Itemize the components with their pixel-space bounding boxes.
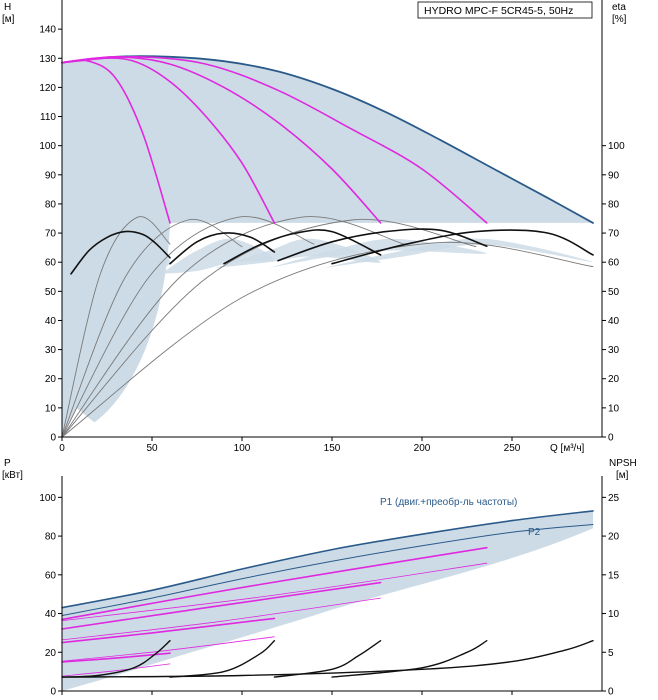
q-tick-label: 50: [146, 443, 158, 454]
head-left-tick-label: 40: [45, 316, 57, 327]
eta-right-tick-label: 40: [608, 316, 620, 327]
q-tick-label: 100: [234, 443, 251, 454]
head-left-tick-label: 20: [45, 374, 57, 385]
head-left-tick-label: 110: [40, 112, 56, 123]
eta-right-tick-label: 80: [608, 199, 620, 210]
npsh-right-tick-label: 10: [608, 609, 620, 620]
chart-title: HYDRO MPC-F 5CR45-5, 50Hz: [424, 5, 573, 17]
power-axis-unit: [кВт]: [2, 470, 23, 481]
eta-right-tick-label: 30: [608, 345, 620, 356]
eta-right-tick-label: 100: [608, 141, 625, 152]
head-left-tick-label: 0: [50, 433, 56, 444]
efficiency-curve-5: [331, 229, 594, 265]
eta-right-tick-label: 50: [608, 287, 620, 298]
eta-right-tick-label: 0: [608, 433, 614, 444]
q-tick-label: 200: [414, 443, 431, 454]
q-tick-label: 0: [59, 443, 65, 454]
head-left-tick-label: 10: [45, 403, 57, 414]
eta-right-tick-label: 60: [608, 258, 620, 269]
head-left-tick-label: 70: [45, 229, 57, 240]
pump-power-curve-1: [61, 652, 171, 663]
head-axis-unit: [м]: [2, 14, 15, 25]
curves: [61, 55, 594, 678]
eta-right-tick-label: 90: [608, 170, 620, 181]
npsh-right-tick-label: 25: [608, 493, 620, 504]
npsh-right-tick-label: 15: [608, 570, 620, 581]
eta-axis-unit: [%]: [612, 14, 627, 25]
efficiency-curve-3: [223, 229, 382, 265]
power-left-tick-label: 60: [45, 570, 57, 581]
head-left-tick-label: 140: [39, 25, 56, 36]
head-left-tick-label: 100: [39, 141, 56, 152]
power-left-tick-label: 40: [45, 609, 57, 620]
power-left-tick-label: 100: [39, 493, 56, 504]
npsh-axis-unit: [м]: [616, 470, 629, 481]
eta-right-tick-label: 70: [608, 229, 620, 240]
pump-power-curve-4: [61, 546, 488, 621]
q-tick-label: 250: [504, 443, 521, 454]
operating-bands: [62, 56, 593, 691]
npsh-axis-label: NPSH: [609, 458, 637, 469]
q-tick-label: 150: [324, 443, 341, 454]
p2-curve: [61, 524, 594, 616]
npsh-right-tick-label: 0: [608, 687, 614, 698]
head-curve-4: [61, 55, 488, 224]
thin-power-curve-2: [61, 636, 275, 662]
efficiency-curve-2: [169, 232, 276, 265]
head-axis-label: H: [4, 2, 11, 13]
power-left-tick-label: 0: [50, 687, 56, 698]
power-left-tick-label: 20: [45, 648, 57, 659]
axes: 0102030405060708090100110120130140010203…: [39, 0, 625, 698]
eta-axis-label: eta: [612, 2, 626, 13]
npsh-curve-2: [169, 640, 276, 678]
q-axis-label: Q [м³/ч]: [550, 443, 585, 454]
p2-series-label: P2: [528, 527, 541, 538]
thin-efficiency-curve-4: [61, 216, 405, 438]
thin-efficiency-curve-6: [61, 241, 594, 438]
npsh-curve-5: [61, 640, 594, 678]
efficiency-band-5: [323, 238, 593, 268]
npsh-right-tick-label: 5: [608, 648, 614, 659]
efficiency-curve-1: [70, 230, 171, 275]
head-left-tick-label: 50: [45, 287, 57, 298]
thin-efficiency-curve-1: [61, 216, 171, 438]
head-left-tick-label: 120: [39, 83, 56, 94]
head-left-tick-label: 60: [45, 258, 57, 269]
power-operating-band: [62, 510, 593, 691]
head-left-tick-label: 80: [45, 199, 57, 210]
npsh-right-tick-label: 20: [608, 532, 620, 543]
thin-power-curve-1: [61, 663, 171, 677]
pump-power-curve-2: [61, 617, 276, 644]
p1-curve: [61, 510, 594, 609]
head-left-tick-label: 130: [39, 54, 56, 65]
head-left-tick-label: 90: [45, 170, 57, 181]
power-axis-label: P: [4, 458, 11, 469]
thin-power-curve-4: [61, 562, 488, 622]
title-box: [417, 1, 593, 19]
thin-power-curve-3: [61, 597, 381, 641]
efficiency-band-2: [161, 238, 275, 274]
head-left-tick-label: 30: [45, 345, 57, 356]
pump-power-curve-3: [61, 581, 382, 630]
efficiency-band-1: [71, 237, 170, 286]
p1-series-label: P1 (двиг.+преобр-ль частоты): [380, 496, 517, 508]
eta-right-tick-label: 20: [608, 374, 620, 385]
max-head-curve: [61, 55, 594, 224]
npsh-curve-4: [331, 640, 488, 678]
thin-efficiency-curve-3: [61, 216, 315, 438]
power-left-tick-label: 80: [45, 532, 57, 543]
eta-right-tick-label: 10: [608, 403, 620, 414]
